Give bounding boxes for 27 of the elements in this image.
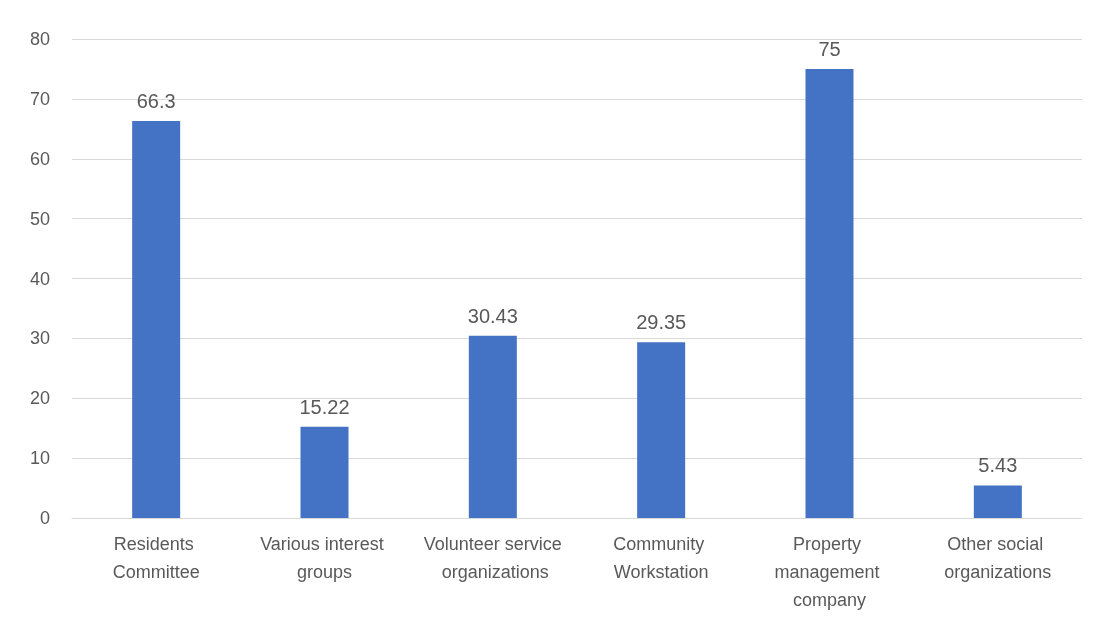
x-tick-label: Property management company: [774, 534, 885, 610]
y-tick-label: 60: [29, 148, 50, 169]
y-tick-label: 10: [29, 448, 50, 469]
y-tick-label: 50: [29, 208, 50, 229]
x-tick-label: Community Workstation: [613, 534, 710, 582]
bar: [132, 121, 181, 518]
data-label: 30.43: [467, 304, 518, 327]
y-tick-label: 80: [29, 29, 50, 49]
y-tick-label: 40: [29, 268, 50, 289]
y-tick-label: 70: [29, 88, 50, 109]
y-tick-label: 0: [39, 508, 50, 528]
bar: [805, 68, 854, 518]
x-tick-label: Various interest groups: [260, 534, 389, 582]
bar: [973, 485, 1022, 518]
y-tick-label: 20: [29, 388, 50, 409]
x-tick-label: Residents Committee: [112, 534, 200, 582]
x-tick-label: Volunteer service organizations: [423, 534, 562, 582]
data-label: 66.3: [136, 90, 176, 113]
bar: [637, 342, 686, 518]
bar: [300, 426, 349, 518]
data-label: 75: [818, 37, 841, 60]
data-label: 5.43: [978, 454, 1018, 477]
y-tick-label: 30: [29, 328, 50, 349]
x-tick-label: Other social organizations: [944, 534, 1052, 582]
data-label: 15.22: [299, 395, 350, 418]
bar: [468, 335, 517, 518]
data-label: 29.35: [636, 311, 687, 334]
